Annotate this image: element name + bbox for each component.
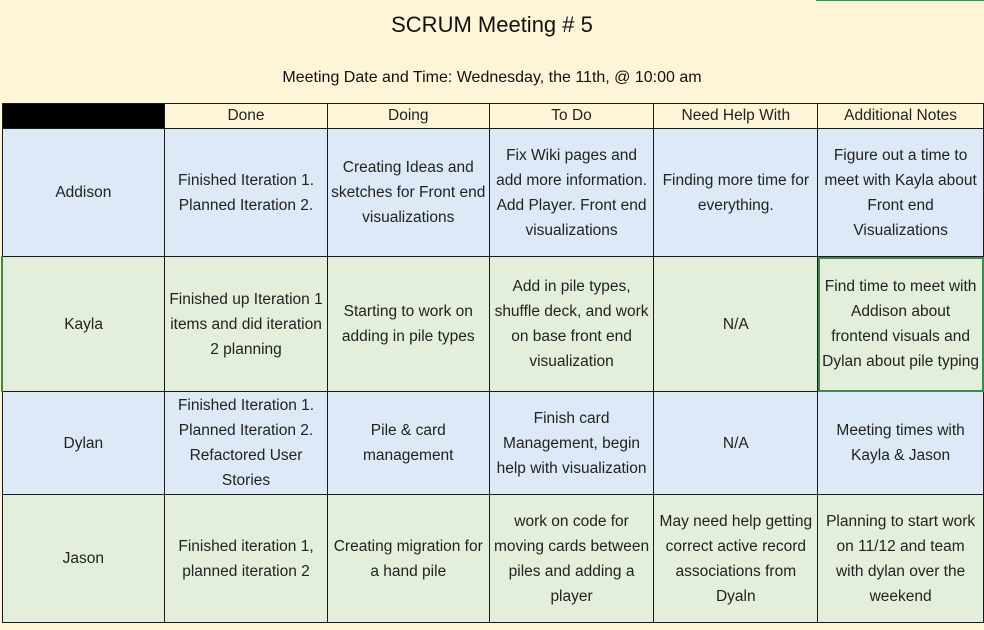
doing-cell[interactable]: Starting to work on adding in pile types <box>326 256 490 392</box>
member-name-cell[interactable]: Dylan <box>1 391 166 495</box>
todo-cell[interactable]: Fix Wiki pages and add more information.… <box>488 128 655 257</box>
notes-cell[interactable]: Meeting times with Kayla & Jason <box>817 391 984 495</box>
header-row: Done Doing To Do Need Help With Addition… <box>1 103 984 129</box>
done-cell[interactable]: Finished Iteration 1. Planned Iteration … <box>164 128 328 257</box>
table-row-kayla: Kayla Finished up Iteration 1 items and … <box>1 256 984 392</box>
sheet-bottom-edge <box>0 623 984 630</box>
need-help-cell[interactable]: N/A <box>653 256 819 392</box>
notes-cell[interactable]: Planning to start work on 11/12 and team… <box>817 494 984 623</box>
done-cell[interactable]: Finished iteration 1, planned iteration … <box>164 494 328 623</box>
doing-cell[interactable]: Creating Ideas and sketches for Front en… <box>326 128 490 257</box>
table-row-jason: Jason Finished iteration 1, planned iter… <box>1 494 984 623</box>
done-cell[interactable]: Finished up Iteration 1 items and did it… <box>164 256 328 392</box>
member-name-cell[interactable]: Kayla <box>1 256 166 392</box>
column-header-todo[interactable]: To Do <box>488 103 655 129</box>
member-name-cell[interactable]: Jason <box>1 494 166 623</box>
need-help-cell[interactable]: May need help getting correct active rec… <box>653 494 819 623</box>
meeting-date-time: Meeting Date and Time: Wednesday, the 11… <box>282 69 702 86</box>
member-name-cell[interactable]: Addison <box>1 128 166 257</box>
notes-cell-selected[interactable]: Find time to meet with Addison about fro… <box>817 256 984 392</box>
need-help-cell[interactable]: N/A <box>653 391 819 495</box>
selection-edge <box>816 0 984 1</box>
need-help-cell[interactable]: Finding more time for everything. <box>653 128 819 257</box>
doing-cell[interactable]: Pile & card management <box>326 391 490 495</box>
todo-cell[interactable]: Add in pile types, shuffle deck, and wor… <box>488 256 655 392</box>
page-title: SCRUM Meeting # 5 <box>391 12 593 37</box>
todo-cell[interactable]: work on code for moving cards between pi… <box>488 494 655 623</box>
column-header-done[interactable]: Done <box>164 103 328 129</box>
column-header-need-help[interactable]: Need Help With <box>653 103 819 129</box>
corner-cell[interactable] <box>1 103 166 129</box>
column-header-notes[interactable]: Additional Notes <box>817 103 984 129</box>
table-row-dylan: Dylan Finished Iteration 1. Planned Iter… <box>1 391 984 495</box>
column-header-doing[interactable]: Doing <box>326 103 490 129</box>
scrum-table: Done Doing To Do Need Help With Addition… <box>1 103 984 623</box>
todo-cell[interactable]: Finish card Management, begin help with … <box>488 391 655 495</box>
doing-cell[interactable]: Creating migration for a hand pile <box>326 494 490 623</box>
notes-cell[interactable]: Figure out a time to meet with Kayla abo… <box>817 128 984 257</box>
table-row-addison: Addison Finished Iteration 1. Planned It… <box>1 128 984 257</box>
done-cell[interactable]: Finished Iteration 1. Planned Iteration … <box>164 391 328 495</box>
